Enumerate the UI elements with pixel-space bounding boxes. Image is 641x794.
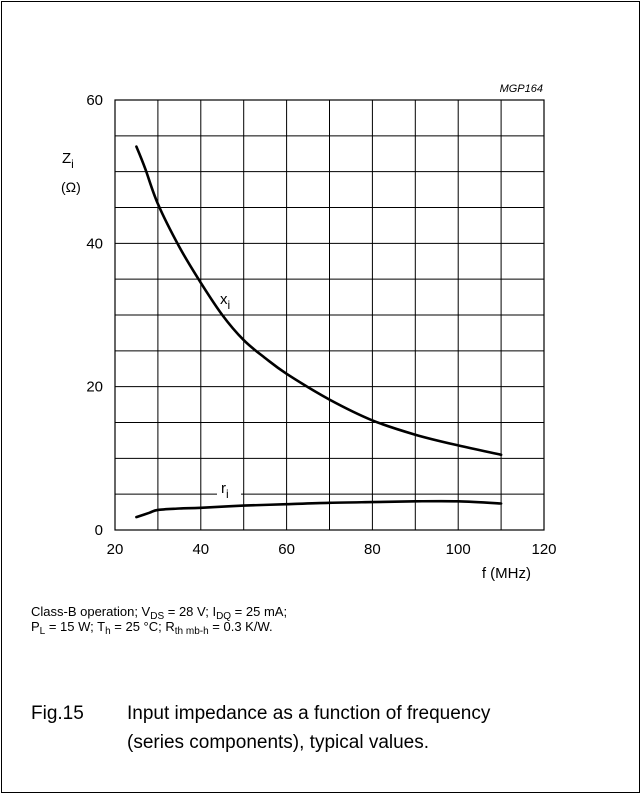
x-tick-label: 60 [278, 541, 295, 558]
x-axis-label: f (MHz) [482, 565, 531, 582]
figure-caption-title: Input impedance as a function of frequen… [127, 703, 491, 724]
x-tick-label: 20 [107, 541, 124, 558]
y-axis-unit: (Ω) [61, 179, 81, 195]
y-tick-label: 20 [86, 379, 103, 396]
series-label-ri-mask [217, 486, 241, 500]
y-tick-label: 0 [95, 522, 103, 539]
x-tick-label: 100 [446, 541, 471, 558]
series-label-ri: ri [221, 480, 229, 501]
series-label-xi: xi [220, 291, 230, 312]
series-group [135, 145, 503, 519]
y-tick-label: 60 [86, 92, 103, 109]
figure-code: MGP164 [500, 83, 543, 95]
figure-caption-line-2: (series components), typical values. [127, 732, 430, 753]
x-tick-label: 40 [192, 541, 209, 558]
figure-caption-line-1: Fig.15 Input impedance as a function of f… [31, 703, 490, 725]
plot-frame [114, 99, 545, 531]
conditions-line-1: Class-B operation; VDS = 28 V; IDQ = 25 … [31, 604, 288, 622]
figure-number: Fig.15 [31, 703, 84, 724]
x-tick-label: 120 [531, 541, 556, 558]
series-line-xi [135, 145, 503, 457]
conditions-line-2: PL = 15 W; Th = 25 °C; Rth mb-h = 0.3 K/… [31, 619, 273, 637]
series-line-ri [135, 499, 503, 519]
y-axis-label: Zi [62, 150, 74, 171]
grid [115, 100, 544, 530]
y-tick-label: 40 [86, 235, 103, 252]
x-tick-label: 80 [364, 541, 381, 558]
